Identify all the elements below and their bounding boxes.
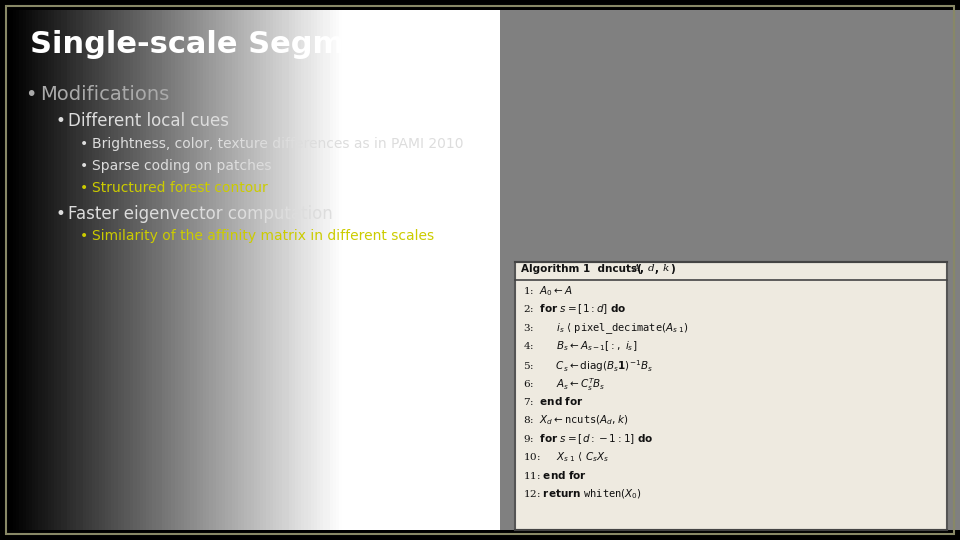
Text: A: A bbox=[633, 264, 640, 273]
Text: 3:       $i_s\ \langle\ \mathtt{pixel\_decimate}(A_{s\ 1})$: 3: $i_s\ \langle\ \mathtt{pixel\_decimat… bbox=[523, 321, 688, 336]
Text: ): ) bbox=[670, 264, 675, 274]
Text: Sparse coding on patches: Sparse coding on patches bbox=[92, 159, 272, 173]
Text: 7:  $\mathbf{end\ for}$: 7: $\mathbf{end\ for}$ bbox=[523, 395, 584, 407]
Text: d: d bbox=[648, 264, 655, 273]
Text: ,: , bbox=[655, 264, 662, 274]
Text: •: • bbox=[55, 112, 65, 130]
Text: 6:       $A_s \leftarrow C_s^T B_s$: 6: $A_s \leftarrow C_s^T B_s$ bbox=[523, 376, 606, 393]
Text: Similarity of the affinity matrix in different scales: Similarity of the affinity matrix in dif… bbox=[92, 229, 434, 243]
Text: 8:  $X_d \leftarrow \mathtt{ncuts}(A_d,k)$: 8: $X_d \leftarrow \mathtt{ncuts}(A_d,k)… bbox=[523, 414, 628, 427]
Bar bbox=[515, 262, 947, 530]
Text: •: • bbox=[80, 181, 88, 195]
Text: Brightness, color, texture differences as in PAMI 2010: Brightness, color, texture differences a… bbox=[92, 137, 464, 151]
Text: Algorithm 1  dncuts(: Algorithm 1 dncuts( bbox=[521, 264, 642, 274]
Text: 1:  $A_0 \leftarrow A$: 1: $A_0 \leftarrow A$ bbox=[523, 284, 573, 298]
Text: 2:  $\mathbf{for}\ s = [1:d]\ \mathbf{do}$: 2: $\mathbf{for}\ s = [1:d]\ \mathbf{do}… bbox=[523, 302, 626, 316]
Text: Different local cues: Different local cues bbox=[68, 112, 229, 130]
Text: ,: , bbox=[640, 264, 648, 274]
Text: 9:  $\mathbf{for}\ s = [d:-1:1]\ \mathbf{do}$: 9: $\mathbf{for}\ s = [d:-1:1]\ \mathbf{… bbox=[523, 432, 653, 446]
Text: 12: $\mathbf{return}\ \mathtt{whiten}(X_0)$: 12: $\mathbf{return}\ \mathtt{whiten}(X_… bbox=[523, 488, 642, 501]
Text: •: • bbox=[25, 85, 36, 104]
Text: 10:     $X_{s\ 1}\ \langle\ C_s X_s$: 10: $X_{s\ 1}\ \langle\ C_s X_s$ bbox=[523, 450, 610, 464]
Text: k: k bbox=[663, 264, 669, 273]
Text: •: • bbox=[80, 159, 88, 173]
Text: Modifications: Modifications bbox=[40, 85, 169, 104]
Text: Structured forest contour: Structured forest contour bbox=[92, 181, 268, 195]
Text: •: • bbox=[80, 137, 88, 151]
Text: •: • bbox=[55, 205, 65, 223]
Text: Faster eigenvector computation: Faster eigenvector computation bbox=[68, 205, 333, 223]
Text: •: • bbox=[80, 229, 88, 243]
Text: 4:       $B_s \leftarrow A_{s-1}[:,\ i_s]$: 4: $B_s \leftarrow A_{s-1}[:,\ i_s]$ bbox=[523, 340, 637, 353]
Text: Single-scale Segmentation: Single-scale Segmentation bbox=[30, 30, 490, 59]
Text: 11: $\mathbf{end\ for}$: 11: $\mathbf{end\ for}$ bbox=[523, 469, 587, 481]
Text: 5:       $C_s \leftarrow \mathrm{diag}(B_s\mathbf{1})^{-1}B_s$: 5: $C_s \leftarrow \mathrm{diag}(B_s\mat… bbox=[523, 358, 653, 374]
